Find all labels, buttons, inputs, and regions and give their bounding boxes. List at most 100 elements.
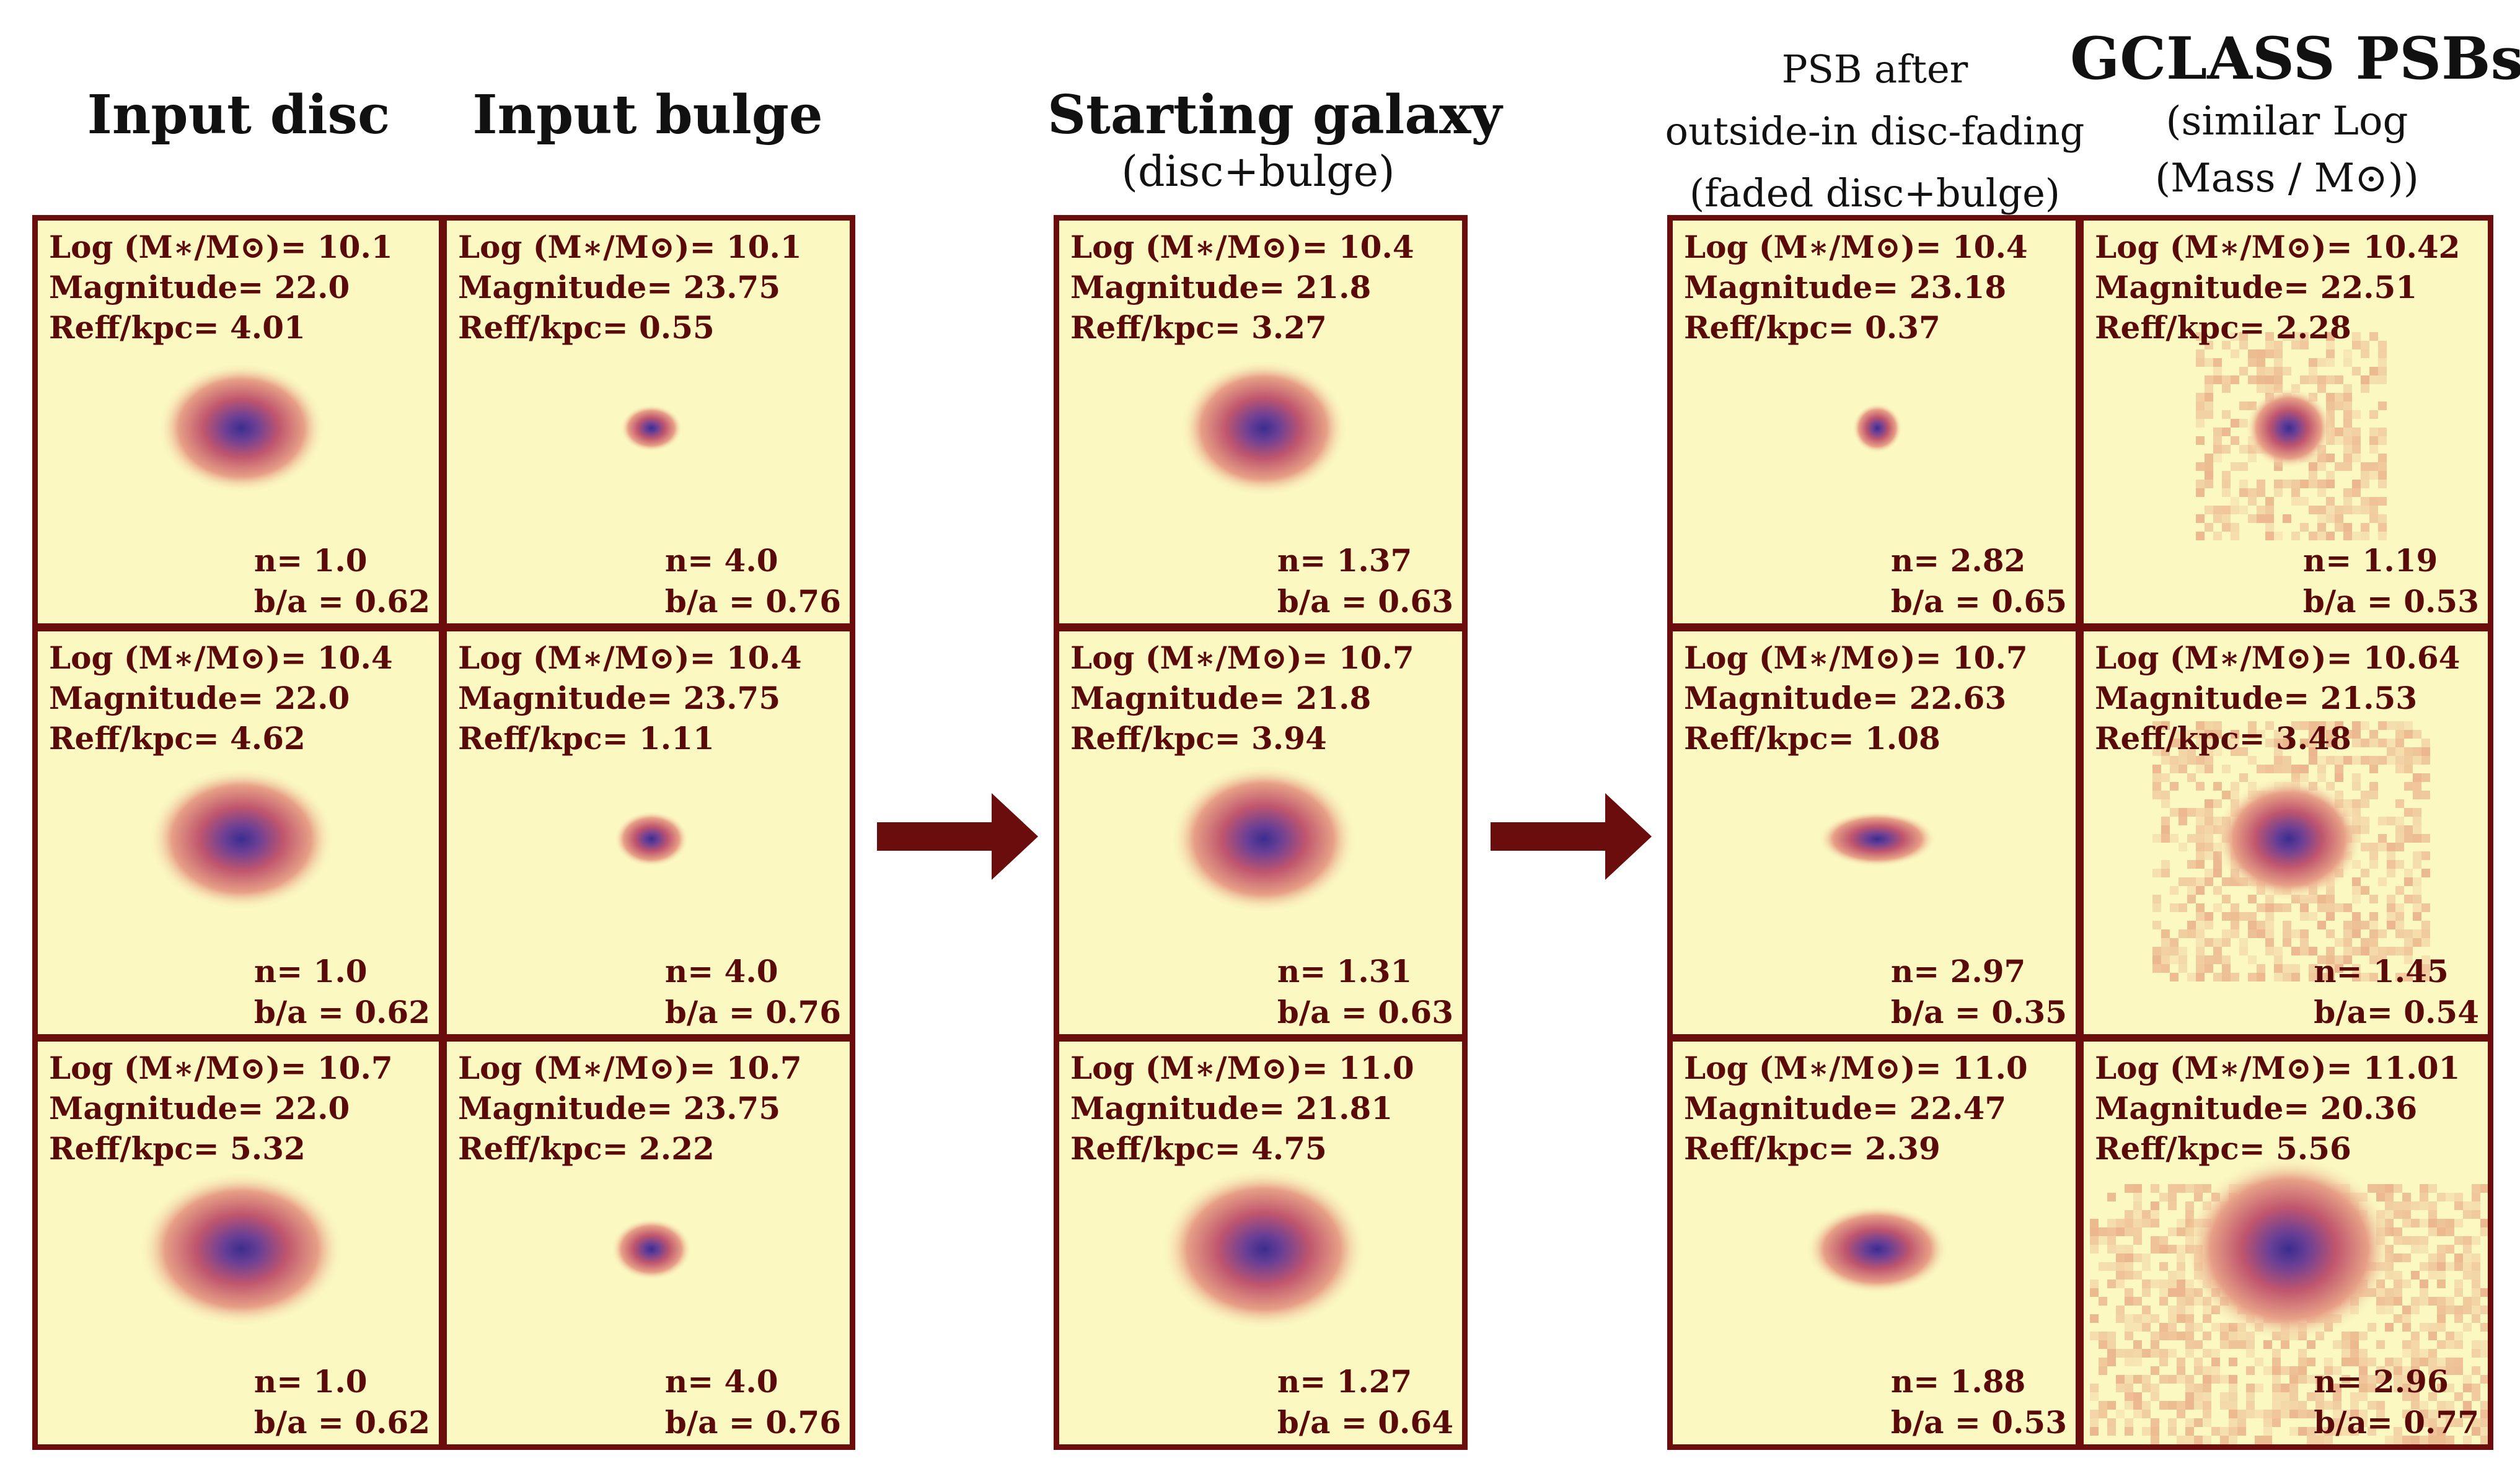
reff-value: Reff/kpc= 2.39 (1684, 1130, 1941, 1167)
panel-stats: Log (M∗/M⊙)= 10.7 Magnitude= 22.63 Reff/kp… (1684, 638, 2028, 758)
panel-stats: Log (M∗/M⊙)= 11.0 Magnitude= 21.81 Reff/kp… (1070, 1048, 1414, 1169)
sersic-n-value: n= 1.0 (253, 953, 368, 990)
magnitude-value: Magnitude= 23.75 (458, 269, 781, 305)
axis-ratio-value: b/a= 0.54 (2314, 994, 2479, 1030)
galaxy-image (1180, 360, 1347, 496)
title-starting-galaxy: Starting galaxy (disc+bulge) (1047, 85, 1502, 197)
magnitude-value: Magnitude= 22.51 (2095, 269, 2418, 305)
log-mass-value: Log (M∗/M⊙)= 11.0 (1070, 1050, 1414, 1086)
reff-value: Reff/kpc= 1.11 (458, 720, 715, 757)
axis-ratio-value: b/a = 0.63 (1277, 994, 1453, 1030)
log-mass-value: Log (M∗/M⊙)= 10.4 (1070, 229, 1414, 265)
sersic-n-value: n= 1.31 (1277, 953, 1412, 990)
reff-value: Reff/kpc= 0.37 (1684, 309, 1941, 346)
panel-sersic: n= 1.19 b/a = 0.53 (2303, 540, 2479, 622)
log-mass-value: Log (M∗/M⊙)= 10.4 (1684, 229, 2028, 265)
panel-sersic: n= 4.0 b/a = 0.76 (665, 540, 841, 622)
galaxy-panel-disc-3: Log (M∗/M⊙)= 10.7 Magnitude= 22.0 Reff/kpc… (32, 1036, 444, 1450)
panel-sersic: n= 1.37 b/a = 0.63 (1277, 540, 1453, 622)
reff-value: Reff/kpc= 3.48 (2095, 720, 2351, 757)
sersic-n-value: n= 1.0 (253, 542, 368, 579)
galaxy-panel-disc-2: Log (M∗/M⊙)= 10.4 Magnitude= 22.0 Reff/kpc… (32, 626, 444, 1040)
panel-sersic: n= 2.97 b/a = 0.35 (1891, 951, 2067, 1033)
axis-ratio-value: b/a = 0.76 (664, 1404, 841, 1441)
galaxy-image (611, 1218, 692, 1280)
axis-ratio-value: b/a= 0.77 (2314, 1404, 2479, 1441)
panel-stats: Log (M∗/M⊙)= 10.7 Magnitude= 22.0 Reff/kpc… (49, 1048, 393, 1169)
panel-sersic: n= 2.82 b/a = 0.65 (1891, 540, 2067, 622)
magnitude-value: Magnitude= 23.75 (458, 1090, 781, 1126)
log-mass-value: Log (M∗/M⊙)= 10.1 (458, 229, 802, 265)
galaxy-panel-psb-2: Log (M∗/M⊙)= 10.7 Magnitude= 22.63 Reff/kp… (1667, 626, 2081, 1040)
log-mass-value: Log (M∗/M⊙)= 10.4 (458, 639, 802, 676)
galaxy-image (148, 768, 335, 910)
log-mass-value: Log (M∗/M⊙)= 10.64 (2095, 639, 2461, 676)
panel-stats: Log (M∗/M⊙)= 10.4 Magnitude= 23.18 Reff/kp… (1684, 227, 2028, 348)
sersic-n-value: n= 2.97 (1890, 953, 2026, 990)
panel-sersic: n= 1.45 b/a= 0.54 (2314, 951, 2479, 1033)
magnitude-value: Magnitude= 20.36 (2095, 1090, 2418, 1126)
title-gclass: GCLASS PSBs (similar Log (Mass / M⊙)) (2070, 25, 2520, 207)
axis-ratio-value: b/a = 0.53 (1890, 1404, 2067, 1441)
panel-stats: Log (M∗/M⊙)= 10.7 Magnitude= 21.8 Reff/kpc… (1070, 638, 1414, 758)
panel-stats: Log (M∗/M⊙)= 10.4 Magnitude= 21.8 Reff/kpc… (1070, 227, 1414, 348)
galaxy-panel-gclass-1: Log (M∗/M⊙)= 10.42 Magnitude= 22.51 Reff/k… (2078, 215, 2493, 629)
arrow-right-2 (1491, 793, 1652, 880)
galaxy-image (620, 405, 682, 452)
panel-stats: Log (M∗/M⊙)= 11.0 Magnitude= 22.47 Reff/kp… (1684, 1048, 2028, 1169)
reff-value: Reff/kpc= 3.94 (1070, 720, 1327, 757)
axis-ratio-value: b/a = 0.76 (664, 583, 841, 620)
galaxy-panel-starting-1: Log (M∗/M⊙)= 10.4 Magnitude= 21.8 Reff/kpc… (1054, 215, 1468, 629)
axis-ratio-value: b/a = 0.62 (253, 994, 430, 1030)
reff-value: Reff/kpc= 4.01 (49, 309, 306, 346)
axis-ratio-value: b/a = 0.64 (1277, 1404, 1453, 1441)
galaxy-image (1853, 403, 1902, 453)
axis-ratio-value: b/a = 0.65 (1890, 583, 2067, 620)
sersic-n-value: n= 4.0 (664, 1363, 778, 1400)
panel-stats: Log (M∗/M⊙)= 10.42 Magnitude= 22.51 Reff/k… (2095, 227, 2460, 348)
axis-ratio-value: b/a = 0.62 (253, 583, 430, 620)
galaxy-image (2196, 332, 2387, 540)
galaxy-panel-bulge-3: Log (M∗/M⊙)= 10.7 Magnitude= 23.75 Reff/kp… (441, 1036, 855, 1450)
log-mass-value: Log (M∗/M⊙)= 10.7 (1684, 639, 2028, 676)
reff-value: Reff/kpc= 4.75 (1070, 1130, 1327, 1167)
magnitude-value: Magnitude= 21.8 (1070, 680, 1372, 716)
log-mass-value: Log (M∗/M⊙)= 10.7 (49, 1050, 393, 1086)
sersic-n-value: n= 2.82 (1890, 542, 2026, 579)
title-gclass-line3: (Mass / M⊙)) (2155, 156, 2419, 201)
panel-sersic: n= 4.0 b/a = 0.76 (665, 1361, 841, 1443)
sersic-n-value: n= 2.96 (2314, 1363, 2449, 1400)
panel-sersic: n= 4.0 b/a = 0.76 (665, 951, 841, 1033)
reff-value: Reff/kpc= 4.62 (49, 720, 306, 757)
magnitude-value: Magnitude= 22.0 (49, 269, 350, 305)
reff-value: Reff/kpc= 3.27 (1070, 309, 1327, 346)
panel-sersic: n= 1.0 b/a = 0.62 (254, 540, 430, 622)
title-psb-line2: outside-in disc-fading (1665, 108, 2085, 154)
panel-stats: Log (M∗/M⊙)= 10.7 Magnitude= 23.75 Reff/kp… (458, 1048, 802, 1169)
galaxy-panel-starting-3: Log (M∗/M⊙)= 11.0 Magnitude= 21.81 Reff/kp… (1054, 1036, 1468, 1450)
galaxy-image (157, 363, 325, 493)
magnitude-value: Magnitude= 21.8 (1070, 269, 1372, 305)
galaxy-panel-psb-1: Log (M∗/M⊙)= 10.4 Magnitude= 23.18 Reff/kp… (1667, 215, 2081, 629)
title-starting-line2: (disc+bulge) (1121, 147, 1395, 197)
reff-value: Reff/kpc= 0.55 (458, 309, 715, 346)
title-psb: PSB after outside-in disc-fading (faded … (1636, 38, 2113, 224)
log-mass-value: Log (M∗/M⊙)= 10.4 (49, 639, 393, 676)
reff-value: Reff/kpc= 5.32 (49, 1130, 306, 1167)
arrow-right-1 (877, 793, 1038, 880)
title-psb-line3: (faded disc+bulge) (1690, 170, 2060, 216)
magnitude-value: Magnitude= 22.0 (49, 1090, 350, 1126)
sersic-n-value: n= 1.0 (253, 1363, 368, 1400)
axis-ratio-value: b/a = 0.35 (1890, 994, 2067, 1030)
panel-sersic: n= 2.96 b/a= 0.77 (2314, 1361, 2479, 1443)
log-mass-value: Log (M∗/M⊙)= 10.42 (2095, 229, 2461, 265)
log-mass-value: Log (M∗/M⊙)= 10.7 (458, 1050, 802, 1086)
panel-sersic: n= 1.27 b/a = 0.64 (1277, 1361, 1453, 1443)
galaxy-image (1171, 765, 1357, 913)
magnitude-value: Magnitude= 23.18 (1684, 269, 2007, 305)
sersic-n-value: n= 4.0 (664, 542, 778, 579)
sersic-n-value: n= 1.45 (2314, 953, 2449, 990)
magnitude-value: Magnitude= 23.75 (458, 680, 781, 716)
reff-value: Reff/kpc= 5.56 (2095, 1130, 2351, 1167)
reff-value: Reff/kpc= 2.28 (2095, 309, 2351, 346)
